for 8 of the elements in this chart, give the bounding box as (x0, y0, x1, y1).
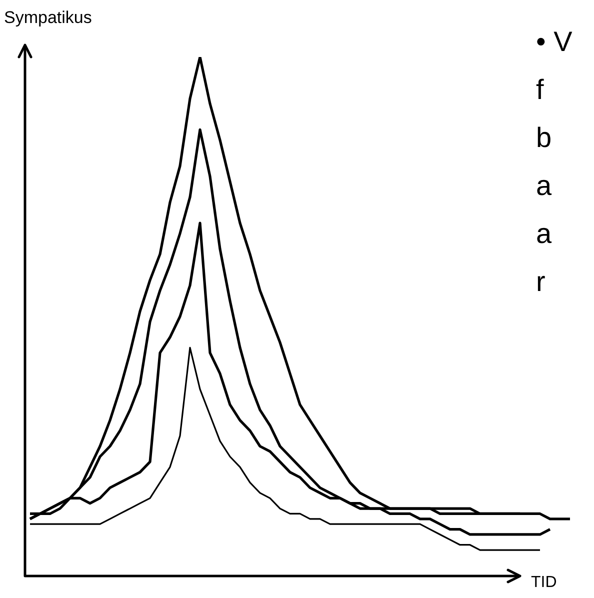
annotation: • V (536, 25, 572, 59)
annotation: r (536, 265, 546, 299)
annotation: a (536, 217, 553, 251)
annotation: f (536, 73, 545, 107)
annotation: b (536, 121, 553, 155)
x-axis-title: TID (531, 574, 557, 592)
y-axis-title: Sympatikus (4, 8, 92, 28)
annotation: a (536, 169, 553, 203)
